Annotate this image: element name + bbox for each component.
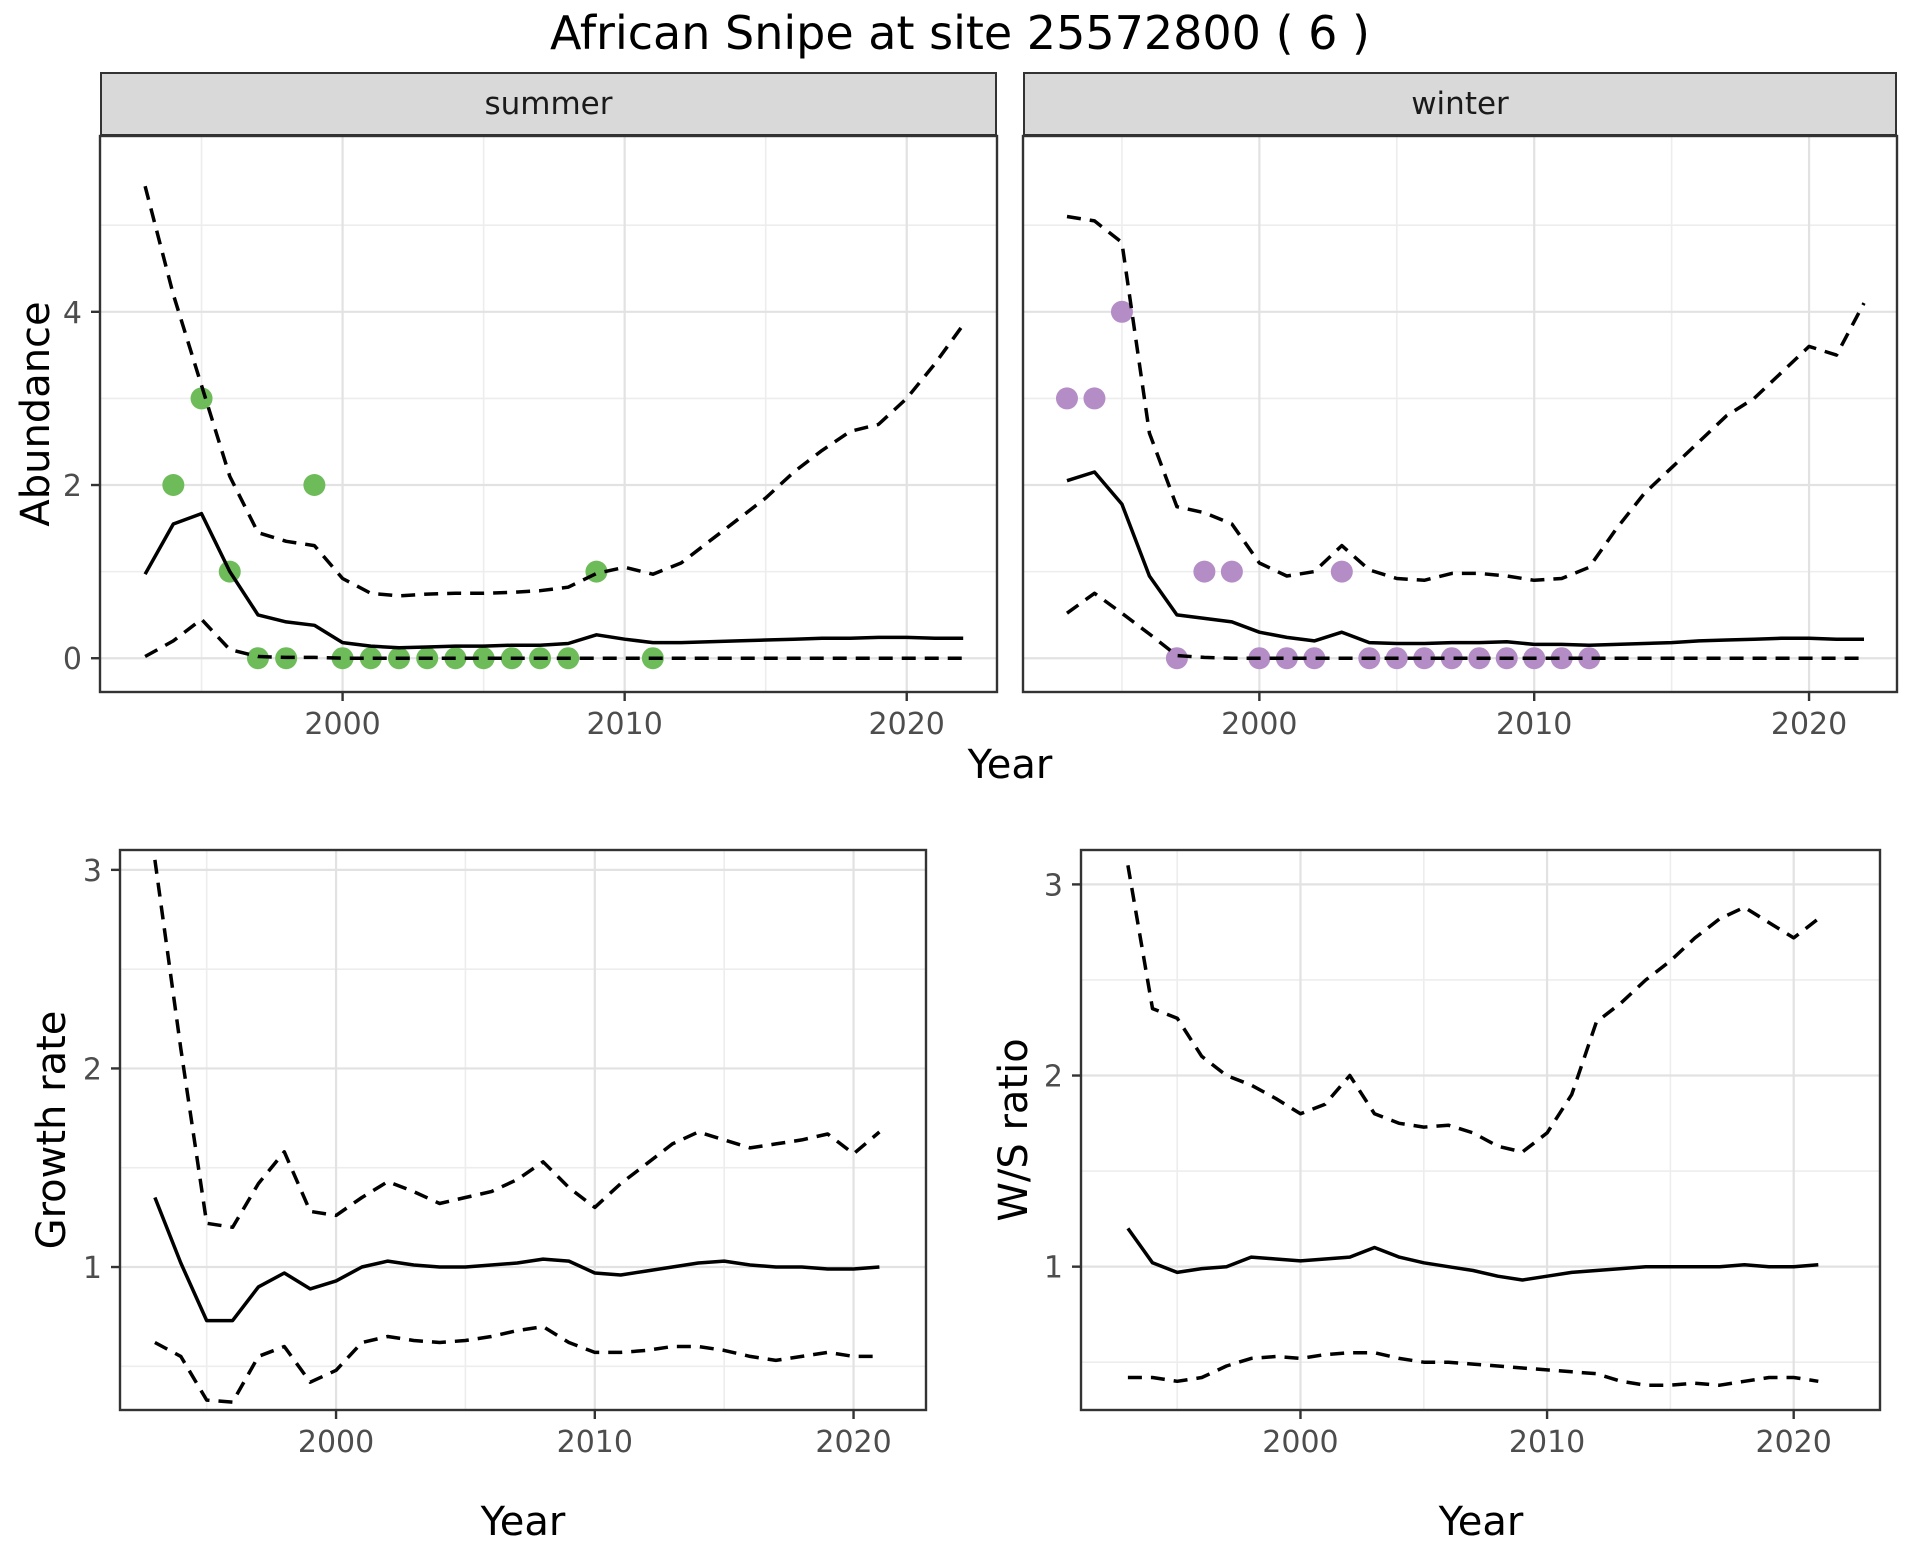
observed-count-dot (303, 474, 326, 497)
x-tick-label: 2010 (586, 707, 662, 742)
y-tick-label: 0 (63, 642, 82, 677)
upper-credible-interval-line (153, 859, 881, 1230)
observed-count-dot (190, 387, 213, 410)
facet-strip-summer-label: summer (484, 86, 613, 122)
growth-rate-axis-title: Growth rate (29, 1010, 75, 1250)
x-tick-label: 2000 (304, 707, 380, 742)
lower-credible-interval-line (1127, 1350, 1819, 1387)
y-tick-label: 1 (83, 1251, 102, 1286)
panel-border (1021, 134, 1899, 694)
observed-count-dot (1193, 560, 1216, 583)
observed-count-dot (1083, 387, 1106, 410)
abundance-winter-panel: 2000 2010 2020 (1021, 134, 1899, 742)
panel-background (100, 136, 997, 692)
observed-count-dot (1440, 647, 1463, 670)
observed-count-dot (585, 560, 608, 583)
figure-title: African Snipe at site 25572800 ( 6 ) (550, 6, 1370, 60)
year-axis-title-growth: Year (480, 1499, 566, 1545)
observed-count-dot (1578, 647, 1601, 670)
observed-count-dot (1330, 560, 1353, 583)
observed-count-dot (162, 474, 185, 497)
observed-count-dot (1110, 300, 1133, 323)
observed-count-dot (1413, 647, 1436, 670)
facet-strip-winter: winter (1023, 72, 1897, 136)
x-tick-label: 2010 (1509, 1425, 1585, 1460)
panel-background (1023, 136, 1897, 692)
y-tick-label: 3 (83, 854, 102, 889)
median-estimate-line (143, 511, 964, 650)
x-tick-label: 2010 (1496, 707, 1572, 742)
y-tick-label: 2 (83, 1052, 102, 1087)
ws-ratio-axis-title: W/S ratio (991, 1038, 1037, 1222)
upper-credible-interval-line (1126, 865, 1820, 1154)
growth-rate-panel: 2000 2010 2020 1 2 3 (83, 848, 928, 1460)
panel-border (118, 848, 928, 1412)
y-tick-label: 2 (63, 469, 82, 504)
x-tick-label: 2020 (1756, 1425, 1832, 1460)
panel-border (1079, 848, 1882, 1412)
panel-background (120, 850, 926, 1410)
x-tick-label: 2020 (815, 1425, 891, 1460)
y-tick-label: 4 (63, 296, 82, 331)
observation-points (1055, 300, 1601, 670)
observed-count-dot (1055, 387, 1078, 410)
upper-credible-interval-line (143, 185, 965, 598)
x-tick-label: 2010 (557, 1425, 633, 1460)
lower-credible-interval-line (154, 1324, 880, 1404)
observed-count-dot (1303, 647, 1326, 670)
y-tick-label: 3 (1044, 868, 1063, 903)
observed-count-dot (331, 647, 354, 670)
observed-count-dot (472, 647, 495, 670)
observed-count-dot (1165, 647, 1188, 670)
observed-count-dot (1550, 647, 1573, 670)
y-tick-label: 1 (1044, 1251, 1063, 1286)
upper-credible-interval-line (1066, 214, 1866, 583)
lower-credible-interval-line (1065, 591, 1864, 660)
facet-strip-winter-label: winter (1411, 86, 1509, 122)
median-estimate-line (153, 1196, 880, 1323)
median-estimate-line (1126, 1227, 1819, 1282)
lower-credible-interval-line (144, 617, 964, 660)
panel-border (98, 134, 999, 694)
observed-count-dot (1275, 647, 1298, 670)
x-tick-label: 2000 (1221, 707, 1297, 742)
observed-count-dot (1220, 560, 1243, 583)
panel-background (1081, 850, 1880, 1410)
ws-ratio-panel: 2000 2010 2020 1 2 3 (1044, 848, 1882, 1460)
year-axis-title-top: Year (967, 742, 1053, 788)
facet-strip-summer: summer (100, 72, 997, 136)
x-tick-label: 2000 (298, 1425, 374, 1460)
median-estimate-line (1066, 470, 1864, 647)
abundance-summer-panel: 2000 2010 2020 0 2 4 (63, 134, 999, 742)
year-axis-title-ws: Year (1438, 1499, 1524, 1545)
x-tick-label: 2020 (1771, 707, 1847, 742)
x-tick-label: 2000 (1262, 1425, 1338, 1460)
abundance-axis-title: Abundance (13, 301, 59, 527)
x-tick-label: 2020 (869, 707, 945, 742)
y-tick-label: 2 (1044, 1060, 1063, 1095)
observed-count-dot (359, 647, 382, 670)
